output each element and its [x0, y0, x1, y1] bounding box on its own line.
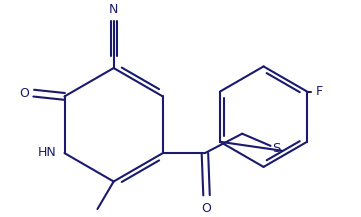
Text: O: O: [201, 202, 212, 215]
Text: F: F: [316, 85, 323, 98]
Text: N: N: [109, 3, 118, 16]
Text: S: S: [272, 142, 280, 155]
Text: HN: HN: [38, 146, 56, 159]
Text: O: O: [19, 87, 29, 100]
